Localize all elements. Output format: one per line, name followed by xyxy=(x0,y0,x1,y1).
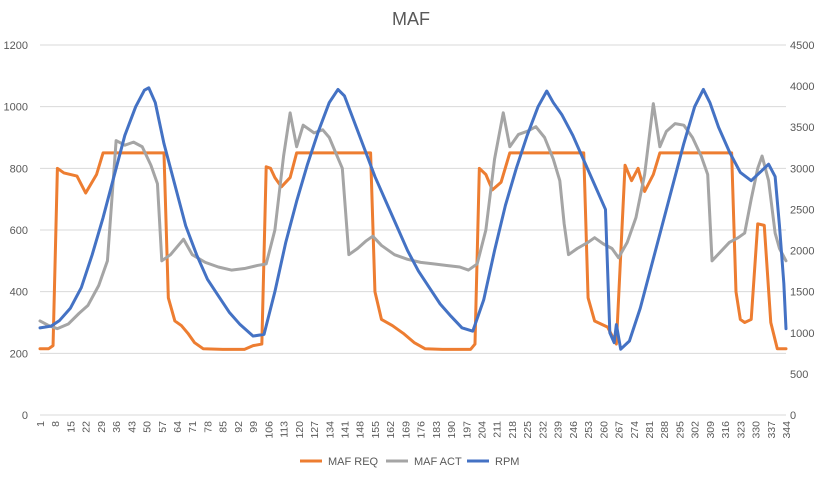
left-tick-label: 800 xyxy=(10,163,28,175)
x-tick-label: 29 xyxy=(96,421,108,433)
right-axis-ticks: 0 500 1000 1500 2000 2500 3000 3500 4000 4500 xyxy=(790,40,814,422)
x-tick-label: 134 xyxy=(324,421,336,439)
left-tick-label: 0 xyxy=(22,410,28,422)
series-line-maf-act xyxy=(38,102,788,331)
x-tick-label: 232 xyxy=(537,421,549,439)
legend-label: MAF REQ xyxy=(328,456,379,468)
series-lines xyxy=(38,86,788,351)
x-tick-label: 337 xyxy=(766,421,778,439)
x-tick-label: 260 xyxy=(598,421,610,439)
left-tick-label: 200 xyxy=(10,348,28,360)
x-axis-ticks: 1 8 15 22 29 36 43 50 57 64 71 78 85 92 99 106 113 120 127… xyxy=(35,421,793,439)
x-tick-label: 169 xyxy=(400,421,412,439)
x-tick-label: 106 xyxy=(263,421,275,439)
x-tick-label: 71 xyxy=(187,421,199,433)
legend-label: RPM xyxy=(495,456,519,468)
x-tick-label: 78 xyxy=(202,421,214,433)
right-tick-label: 500 xyxy=(790,369,808,381)
x-tick-label: 323 xyxy=(735,421,747,439)
x-tick-label: 225 xyxy=(522,421,534,439)
x-tick-label: 148 xyxy=(355,421,367,439)
x-tick-label: 274 xyxy=(629,421,641,439)
right-tick-label: 0 xyxy=(790,410,796,422)
right-tick-label: 2500 xyxy=(790,204,814,216)
x-tick-label: 141 xyxy=(339,421,351,439)
x-tick-label: 204 xyxy=(477,421,489,439)
x-tick-label: 211 xyxy=(492,421,504,438)
x-tick-label: 197 xyxy=(461,421,473,439)
x-tick-label: 99 xyxy=(248,421,260,433)
right-tick-label: 2000 xyxy=(790,246,814,258)
left-tick-label: 1000 xyxy=(4,102,28,114)
x-tick-label: 162 xyxy=(385,421,397,439)
x-tick-label: 1 xyxy=(35,421,47,427)
x-tick-label: 113 xyxy=(279,421,291,438)
x-tick-label: 127 xyxy=(309,421,321,439)
series-line-maf-req xyxy=(38,151,788,351)
left-axis-ticks: 0 200 400 600 800 1000 1200 xyxy=(4,40,28,422)
legend-label: MAF ACT xyxy=(414,456,462,468)
x-tick-label: 92 xyxy=(233,421,245,433)
gridlines xyxy=(40,44,786,416)
x-tick-label: 50 xyxy=(142,421,154,433)
x-tick-label: 316 xyxy=(720,421,732,439)
x-tick-label: 15 xyxy=(65,421,77,433)
x-tick-label: 218 xyxy=(507,421,519,439)
x-tick-label: 330 xyxy=(751,421,763,439)
x-tick-label: 57 xyxy=(157,421,169,433)
x-tick-label: 309 xyxy=(705,421,717,439)
right-tick-label: 1500 xyxy=(790,287,814,299)
left-tick-label: 600 xyxy=(10,225,28,237)
x-tick-label: 246 xyxy=(568,421,580,439)
x-tick-label: 8 xyxy=(50,421,62,427)
x-tick-label: 155 xyxy=(370,421,382,439)
x-tick-label: 239 xyxy=(553,421,565,439)
x-tick-label: 288 xyxy=(659,421,671,439)
x-tick-label: 176 xyxy=(416,421,428,439)
x-tick-label: 22 xyxy=(81,421,93,433)
x-tick-label: 36 xyxy=(111,421,123,433)
x-tick-label: 190 xyxy=(446,421,458,439)
x-tick-label: 64 xyxy=(172,421,184,433)
right-tick-label: 4500 xyxy=(790,40,814,52)
right-tick-label: 3500 xyxy=(790,122,814,134)
series-line-rpm xyxy=(38,86,788,351)
legend: MAF REQ MAF ACT RPM xyxy=(300,456,519,468)
x-tick-label: 253 xyxy=(583,421,595,439)
chart-title: MAF xyxy=(392,9,430,29)
x-tick-label: 267 xyxy=(614,421,626,439)
x-tick-label: 295 xyxy=(674,421,686,439)
x-tick-label: 302 xyxy=(690,421,702,439)
x-tick-label: 43 xyxy=(126,421,138,433)
x-tick-label: 120 xyxy=(294,421,306,439)
right-tick-label: 4000 xyxy=(790,81,814,93)
right-tick-label: 3000 xyxy=(790,163,814,175)
left-tick-label: 400 xyxy=(10,287,28,299)
right-tick-label: 1000 xyxy=(790,328,814,340)
x-tick-label: 281 xyxy=(644,421,656,439)
x-tick-label: 85 xyxy=(218,421,230,433)
x-tick-label: 183 xyxy=(431,421,443,439)
left-tick-label: 1200 xyxy=(4,40,28,52)
x-tick-label: 344 xyxy=(781,421,793,439)
